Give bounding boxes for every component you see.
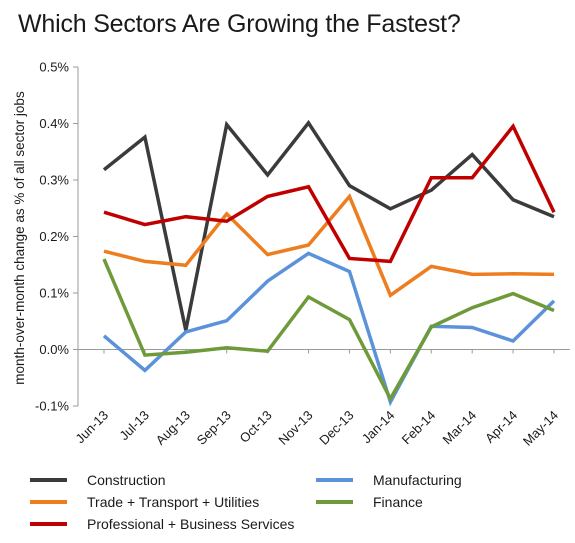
x-tick-label: Feb-14	[399, 408, 439, 448]
legend-label: Finance	[373, 494, 423, 510]
x-tick-label: Nov-13	[275, 408, 315, 448]
series-line-manufacturing	[102, 251, 556, 407]
legend-label: Professional + Business Services	[87, 516, 295, 532]
y-axis-label: month-over-month change as % of all sect…	[12, 91, 27, 385]
x-tick-label: Sep-13	[194, 408, 234, 448]
legend-item-finance: Finance	[316, 492, 423, 512]
legend-label: Manufacturing	[373, 472, 462, 488]
legend-swatch	[316, 500, 353, 504]
series-line-professional-business-services	[103, 123, 556, 264]
series-line-trade-transport-utilities	[103, 193, 555, 298]
chart-axes	[73, 66, 570, 407]
legend-swatch	[30, 500, 67, 504]
y-tick-label: 0.2%	[39, 229, 69, 244]
legend-item-professional-business-services: Professional + Business Services	[30, 514, 294, 534]
x-tick-label: Jun-13	[72, 408, 111, 447]
series-lines	[102, 119, 556, 407]
x-tick-label: Jul-13	[116, 408, 152, 444]
x-tick-label: Aug-13	[153, 408, 193, 448]
legend-item-trade-transport-utilities: Trade + Transport + Utilities	[30, 492, 259, 512]
legend-label: Construction	[87, 472, 166, 488]
legend-swatch	[30, 522, 67, 526]
legend-item-manufacturing: Manufacturing	[316, 470, 462, 490]
legend-item-construction: Construction	[30, 470, 166, 490]
y-tick-labels: -0.1% 0.0% 0.1% 0.2% 0.3% 0.4% 0.5%	[35, 60, 69, 414]
series-line-construction	[102, 119, 555, 331]
y-tick-label: 0.5%	[39, 60, 69, 75]
x-tick-label: Apr-14	[482, 408, 520, 446]
legend-swatch	[30, 478, 67, 482]
y-tick-label: 0.1%	[39, 286, 69, 301]
x-tick-label: Oct-13	[237, 408, 275, 446]
x-tick-label: Dec-13	[316, 408, 356, 448]
legend-label: Trade + Transport + Utilities	[87, 494, 260, 510]
y-tick-label: 0.3%	[39, 173, 69, 188]
legend: Construction Manufacturing Trade + Transpo…	[30, 470, 570, 538]
x-tick-labels: Jun-13 Jul-13 Aug-13 Sep-13 Oct-13 Nov-13 Dec-…	[72, 408, 561, 449]
y-tick-label: 0.0%	[39, 342, 69, 357]
x-tick-label: Jan-14	[359, 408, 398, 447]
chart-title: Which Sectors Are Growing the Fastest?	[18, 10, 461, 38]
y-tick-label: 0.4%	[39, 116, 69, 131]
y-tick-label: -0.1%	[35, 399, 69, 414]
series-line-finance	[102, 258, 555, 403]
x-tick-label: Mar-14	[440, 408, 480, 448]
legend-swatch	[316, 478, 353, 482]
x-tick-label: May-14	[520, 408, 561, 449]
